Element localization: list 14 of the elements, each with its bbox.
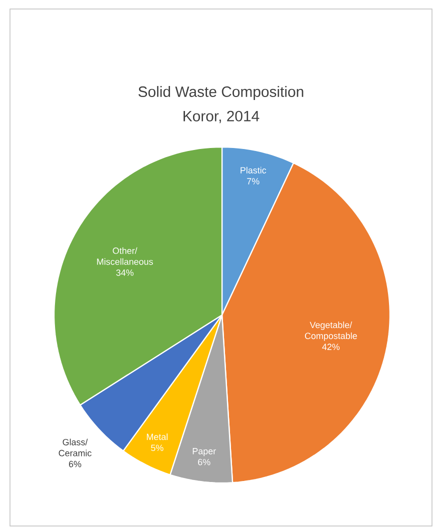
chart-title: Solid Waste Composition — [138, 86, 304, 100]
data-label: 42% — [322, 344, 340, 350]
data-label: 7% — [247, 178, 260, 184]
slice-label: Vegetable/ Compostable — [304, 322, 357, 341]
data-label: 5% — [151, 444, 164, 452]
data-label: 6% — [198, 458, 210, 466]
slice-label: Metal — [146, 433, 168, 440]
slice-label: Paper — [192, 448, 216, 456]
data-label: 6% — [69, 460, 82, 468]
slice-label: Other/ Miscellaneous — [97, 247, 153, 265]
slice-label: Glass/ Ceramic — [58, 438, 92, 456]
chart-subtitle: Koror, 2014 — [184, 110, 260, 124]
data-label: 34% — [116, 269, 134, 276]
slice-label: Plastic — [240, 166, 266, 174]
